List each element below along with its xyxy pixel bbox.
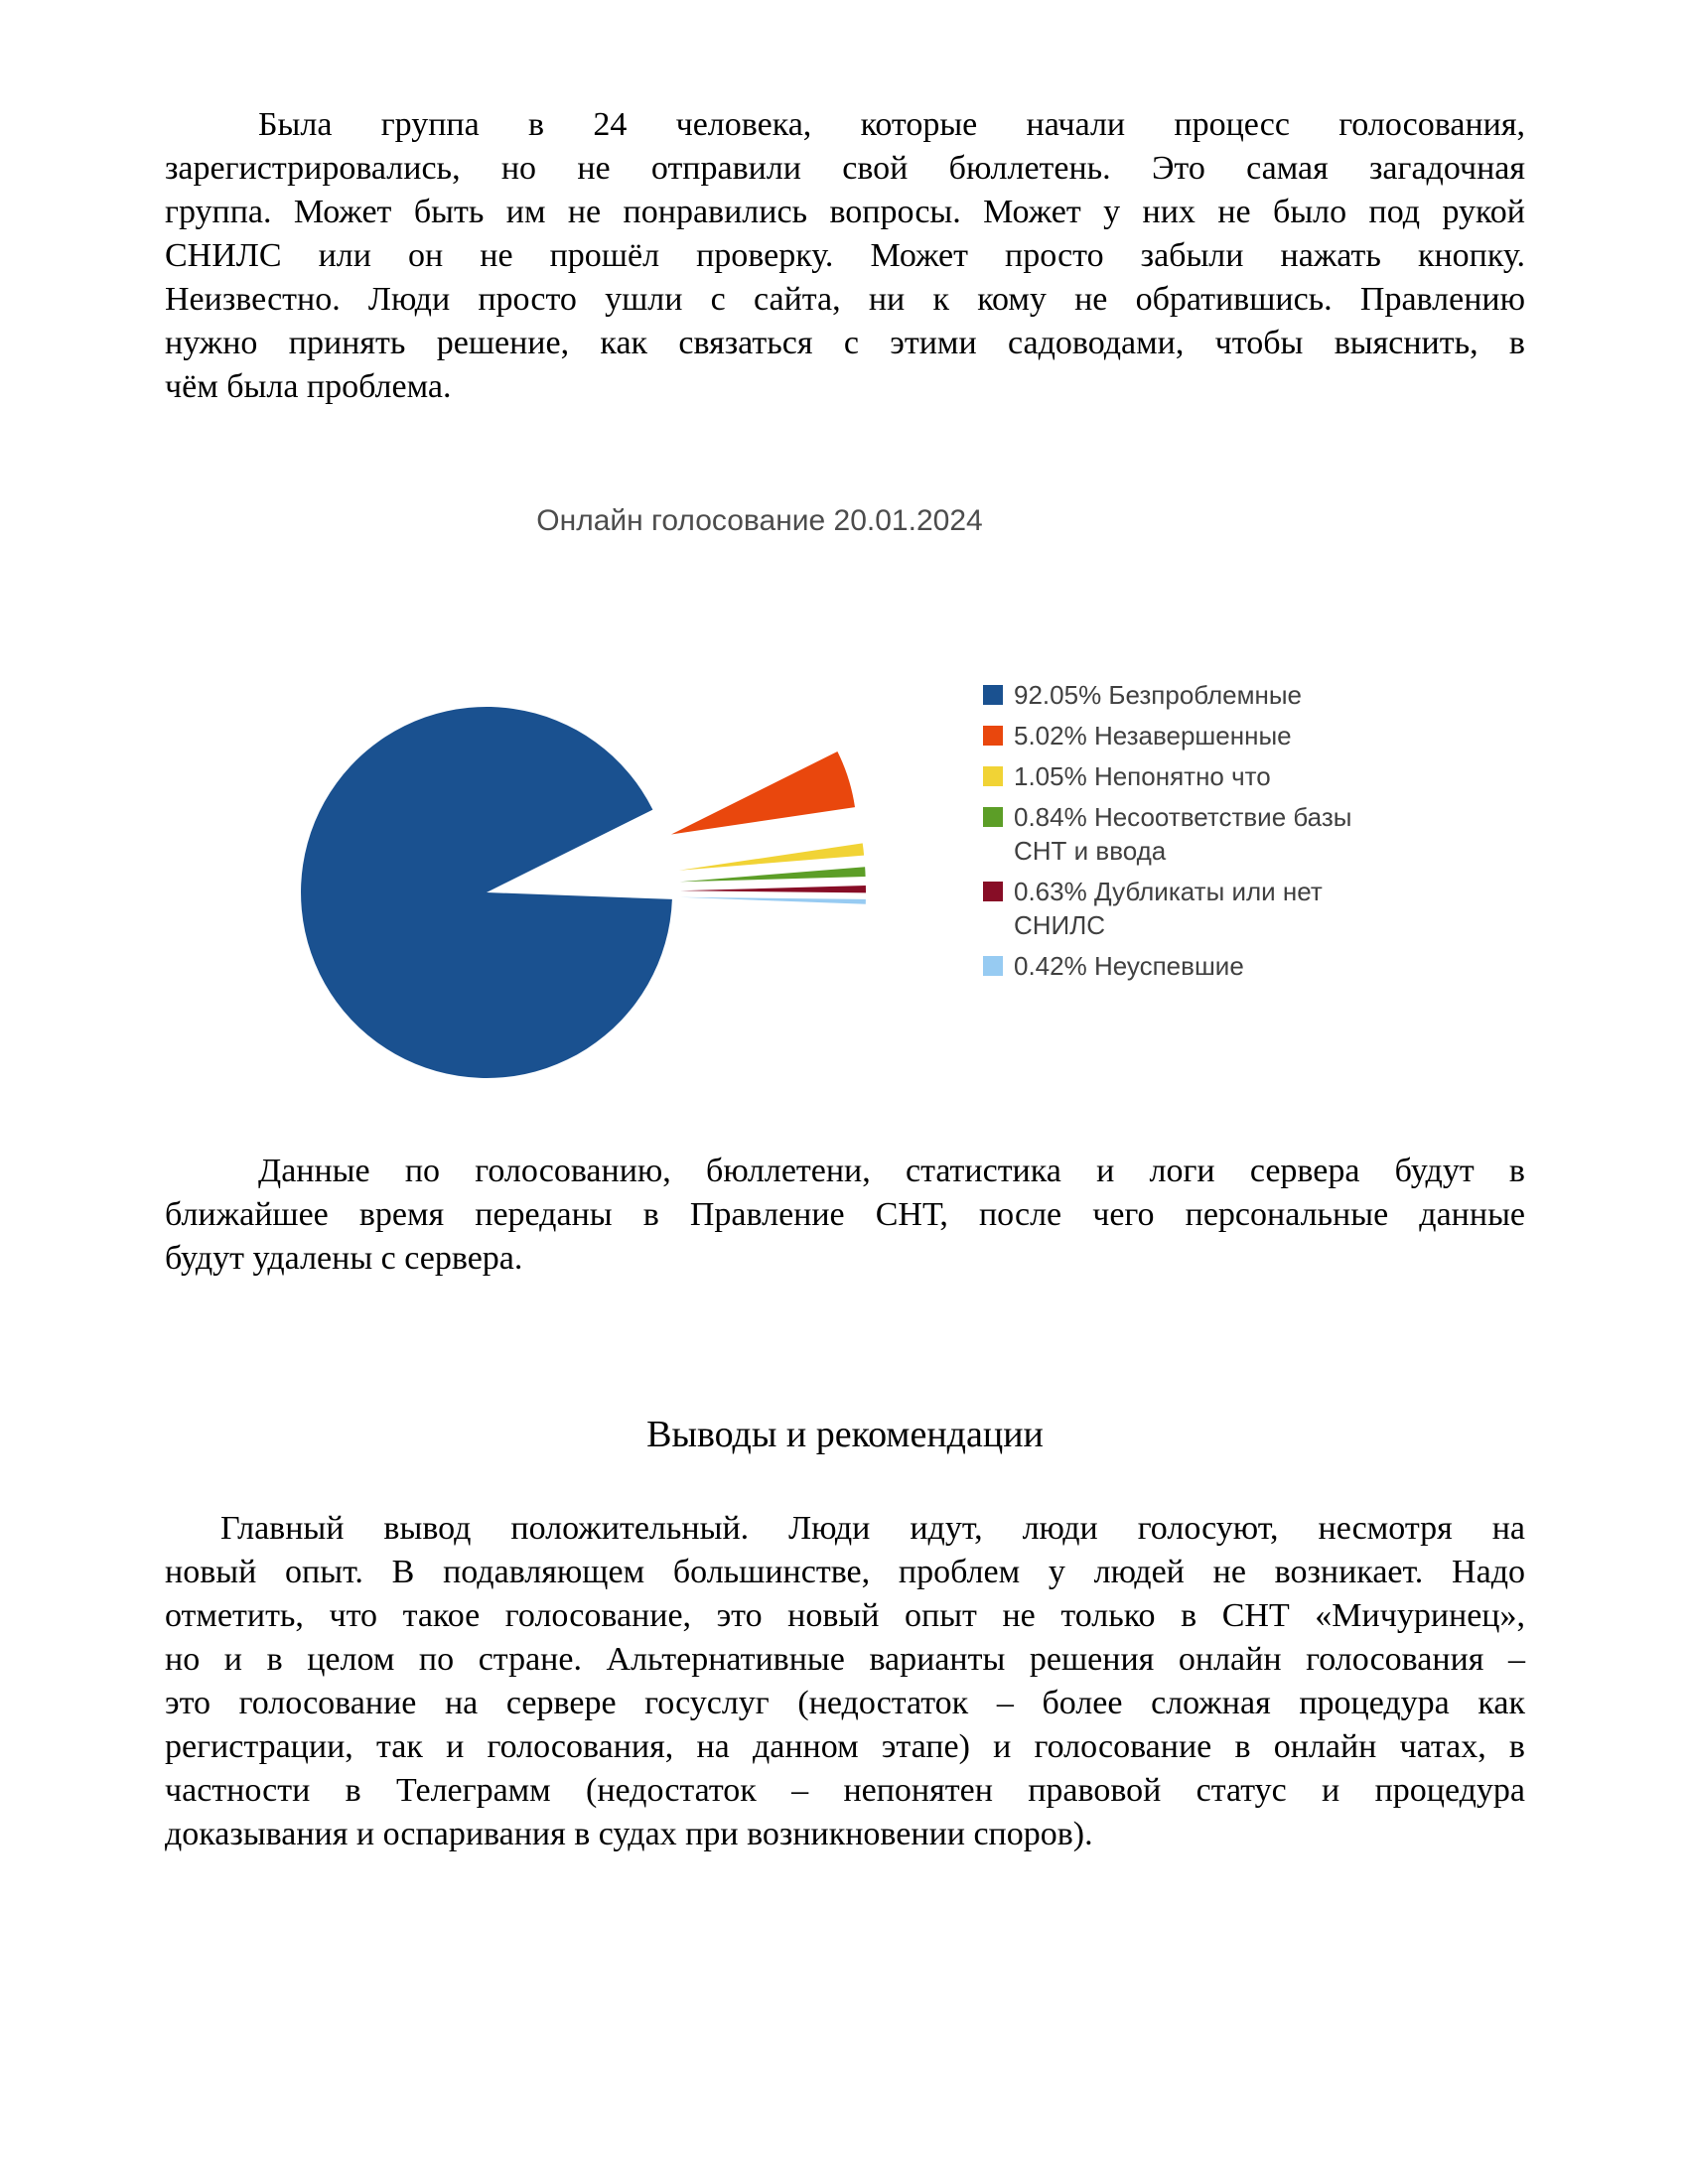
text-line: нужно принять решение, как связаться с э… xyxy=(165,325,1525,361)
legend-item: 0.63% Дубликаты или нет СНИЛС xyxy=(983,875,1360,942)
text-line: группа. Может быть им не понравились воп… xyxy=(165,194,1525,230)
text-line: это голосование на сервере госуслуг (нед… xyxy=(165,1685,1525,1721)
legend-swatch-icon xyxy=(983,956,1003,976)
pie-chart-figure: Онлайн голосование 20.01.2024 92.05% Без… xyxy=(298,488,1430,1124)
paragraph-data-transfer: Данные по голосованию, бюллетени, статис… xyxy=(165,1150,1525,1281)
heading-conclusions: Выводы и рекомендации xyxy=(646,1414,1044,1455)
text-line: СНИЛС или он не прошёл проверку. Может п… xyxy=(165,237,1525,274)
pie-slice xyxy=(678,843,865,871)
text-line: Данные по голосованию, бюллетени, статис… xyxy=(258,1153,1525,1189)
legend-item: 92.05% Безпроблемные xyxy=(983,678,1360,712)
text-line: Была группа в 24 человека, которые начал… xyxy=(258,106,1525,143)
legend-swatch-icon xyxy=(983,766,1003,786)
legend-swatch-icon xyxy=(983,882,1003,901)
legend-item: 1.05% Непонятно что xyxy=(983,759,1360,793)
legend-item: 0.42% Неуспевшие xyxy=(983,949,1360,983)
text-line: зарегистрировались, но не отправили свой… xyxy=(165,150,1525,187)
pie-slice xyxy=(679,896,866,904)
pie-slice xyxy=(680,886,867,893)
legend-swatch-icon xyxy=(983,685,1003,705)
chart-legend: 92.05% Безпроблемные 5.02% Незавершенные 1… xyxy=(983,678,1360,990)
paragraph-conclusions: Главный вывод положительный. Люди идут, … xyxy=(165,1507,1525,1856)
text-line: но и в целом по стране. Альтернативные в… xyxy=(165,1641,1525,1678)
legend-item: 0.84% Несоответствие базы СНТ и ввода xyxy=(983,800,1360,868)
paragraph-mystery-group: Была группа в 24 человека, которые начал… xyxy=(165,103,1525,409)
text-line: Неизвестно. Люди просто ушли с сайта, ни… xyxy=(165,281,1525,318)
legend-label: 1.05% Непонятно что xyxy=(1014,761,1271,791)
text-line: новый опыт. В подавляющем большинстве, п… xyxy=(165,1554,1525,1590)
legend-label: 0.42% Неуспевшие xyxy=(1014,951,1244,981)
pie-slice xyxy=(671,751,855,835)
text-line: регистрации, так и голосования, на данно… xyxy=(165,1728,1525,1765)
pie-chart xyxy=(301,706,867,1078)
text-line: ближайшее время переданы в Правление СНТ… xyxy=(165,1196,1525,1233)
legend-swatch-icon xyxy=(983,726,1003,746)
legend-label: 92.05% Безпроблемные xyxy=(1014,680,1303,710)
text-line: отметить, что такое голосование, это нов… xyxy=(165,1597,1525,1634)
legend-swatch-icon xyxy=(983,807,1003,827)
text-line: доказывания и оспаривания в судах при во… xyxy=(165,1816,1093,1852)
pie-slice xyxy=(301,706,672,1078)
text-line: будут удалены с сервера. xyxy=(165,1240,523,1277)
pie-slice xyxy=(679,867,866,883)
text-line: частности в Телеграмм (недостаток – непо… xyxy=(165,1772,1525,1809)
text-line: Главный вывод положительный. Люди идут, … xyxy=(220,1510,1525,1547)
text-line: чём была проблема. xyxy=(165,368,452,405)
chart-title: Онлайн голосование 20.01.2024 xyxy=(536,504,983,537)
legend-label: 0.63% Дубликаты или нет СНИЛС xyxy=(1014,877,1323,940)
legend-item: 5.02% Незавершенные xyxy=(983,719,1360,752)
legend-label: 5.02% Незавершенные xyxy=(1014,721,1292,751)
legend-label: 0.84% Несоответствие базы СНТ и ввода xyxy=(1014,802,1352,866)
